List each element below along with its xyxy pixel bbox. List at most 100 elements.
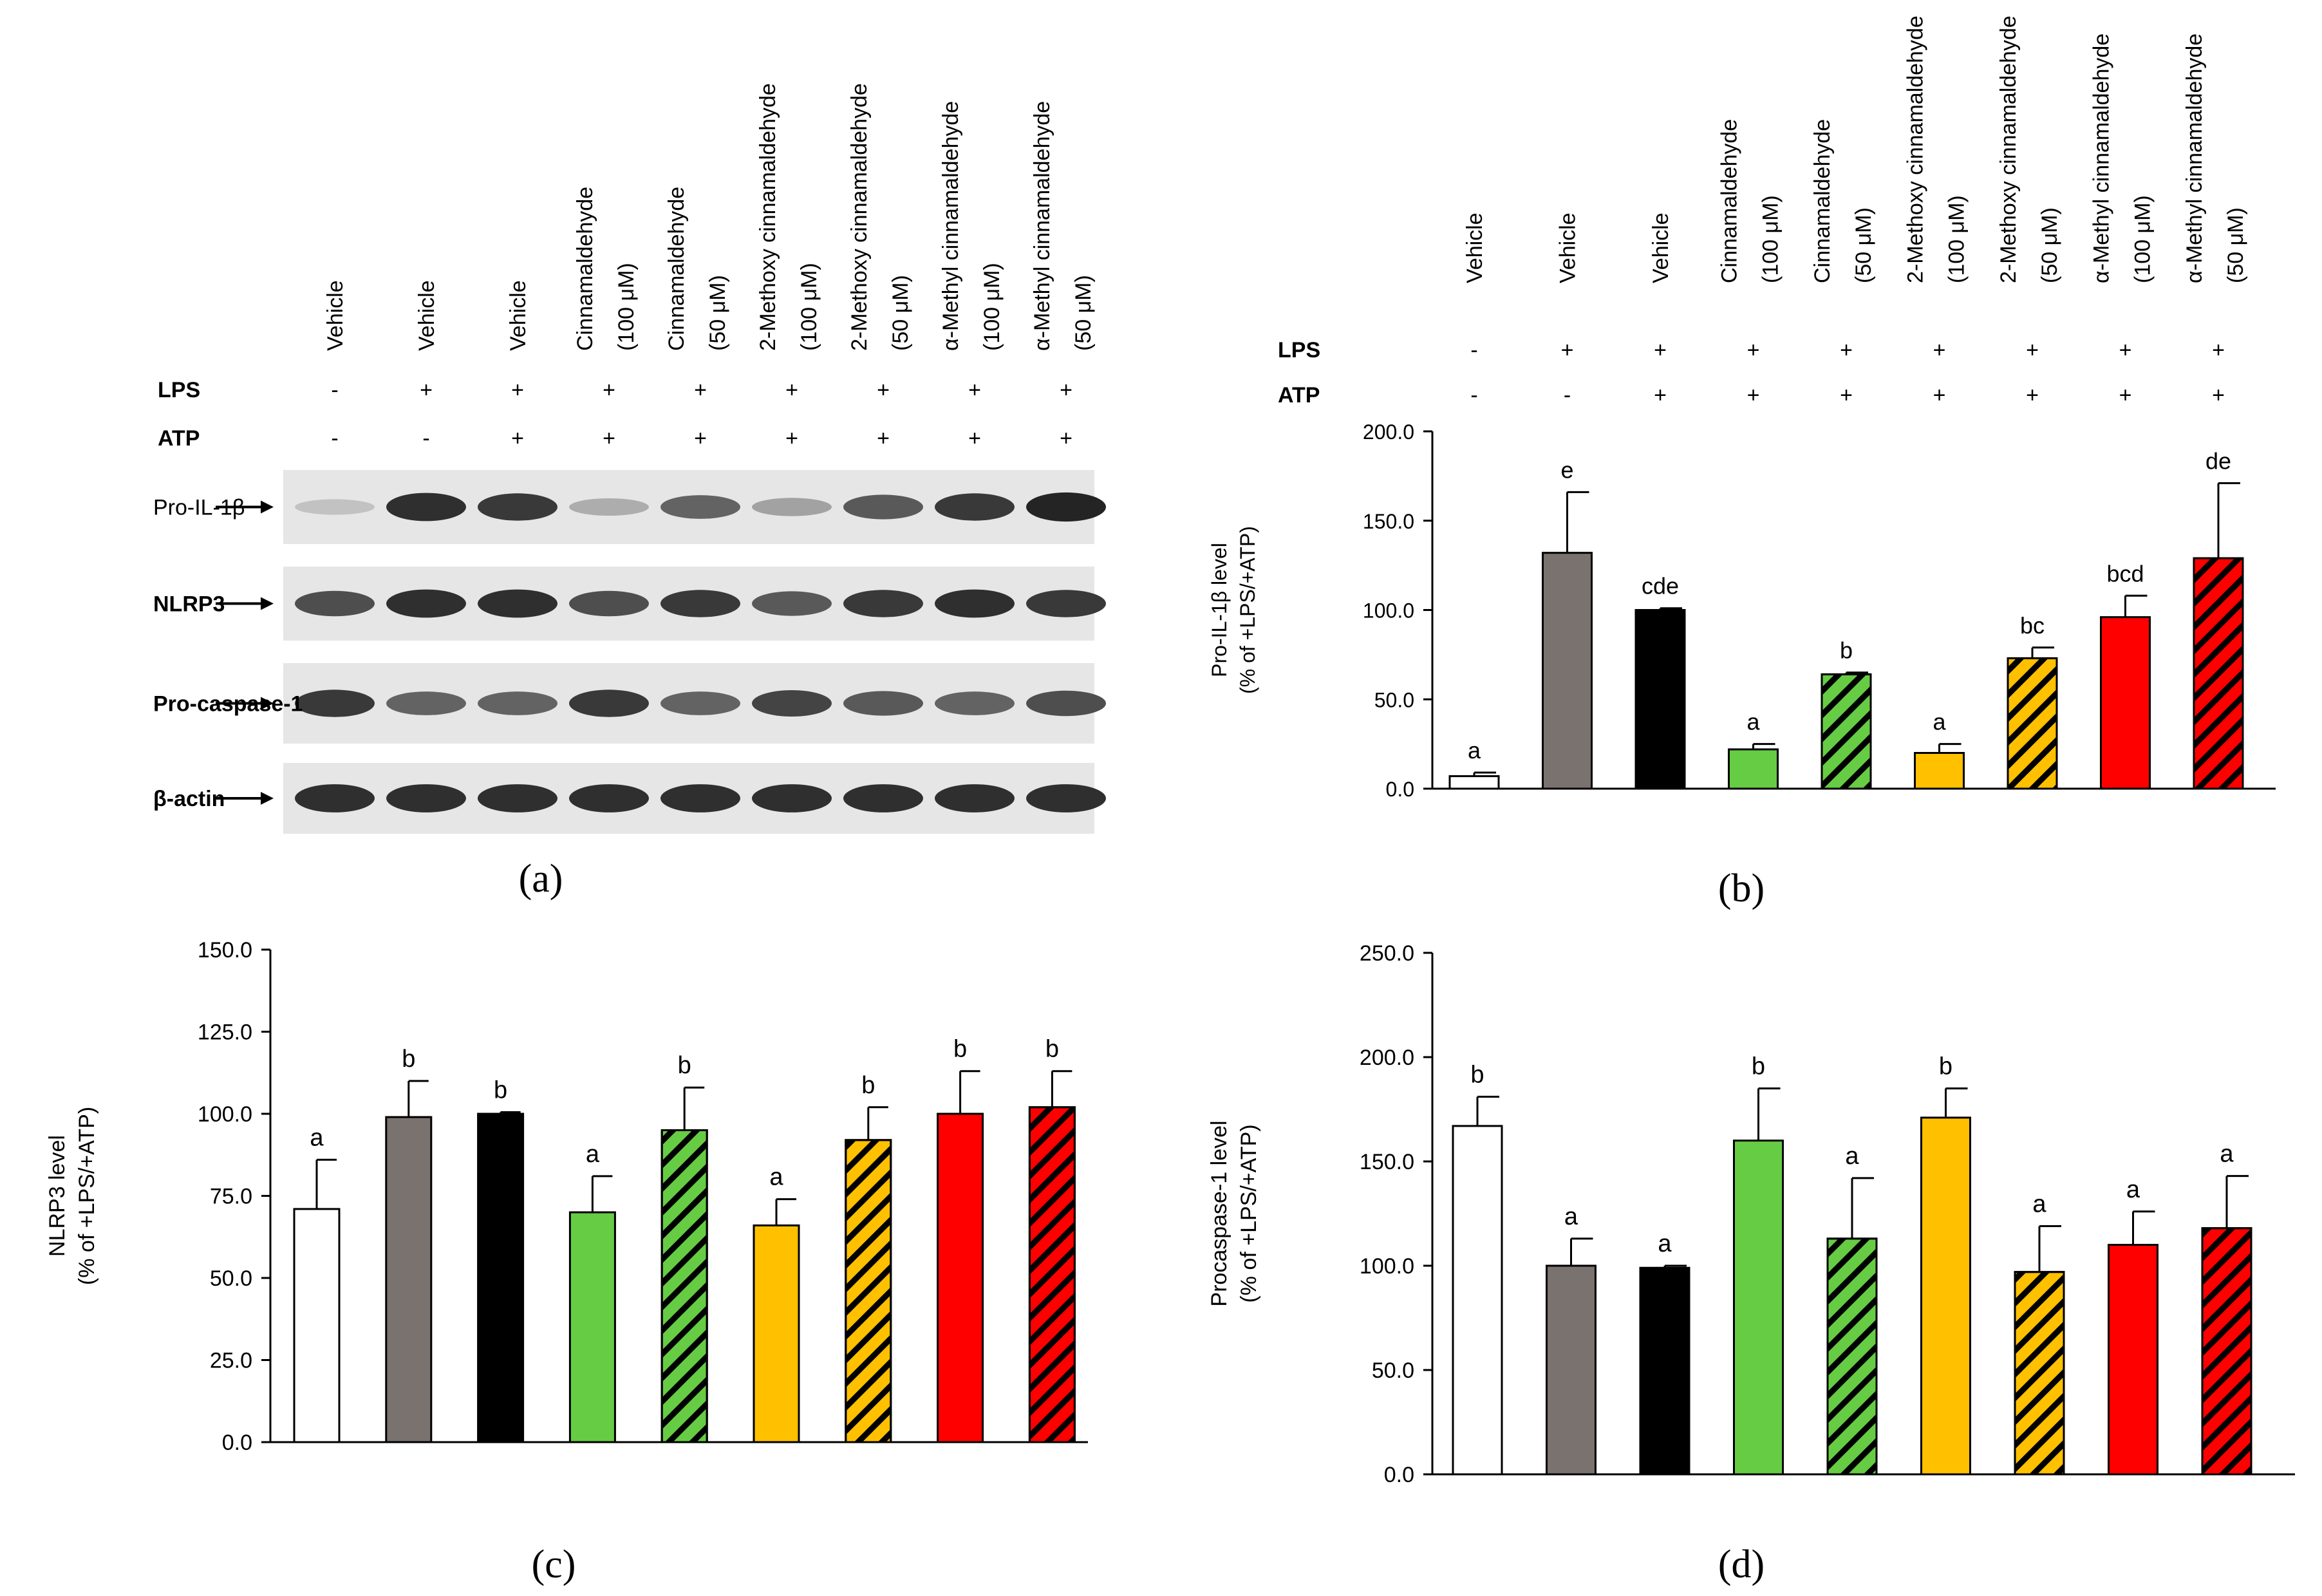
bar	[2108, 1244, 2158, 1476]
bar	[477, 1113, 525, 1443]
y-tick-label: 50.0	[1374, 688, 1414, 711]
treatment-sign: +	[603, 426, 615, 451]
blot-band	[1026, 784, 1106, 812]
treatment-sign: +	[2212, 338, 2225, 362]
lane-label: Vehicle	[506, 280, 530, 351]
lane-name: Cinnamaldehyde	[664, 187, 689, 351]
bar	[1728, 748, 1779, 790]
lane-label: 2-Methoxy cinnamaldehyde (50 μM)	[847, 83, 913, 351]
blot-row-label: β-actin	[153, 787, 225, 811]
significance-letter: b	[1470, 1062, 1484, 1089]
significance-letter: b	[1045, 1036, 1059, 1063]
y-axis-title: NLRP3 level (% of +LPS/+ATP)	[45, 1107, 99, 1285]
lane-label: Vehicle	[323, 280, 348, 351]
treatment-sign: -	[1470, 338, 1477, 362]
y-tick-label: 250.0	[1360, 941, 1414, 966]
treatment-sign: +	[1561, 338, 1574, 362]
treatment-sign: +	[1060, 378, 1072, 402]
treatment-label-lps: LPS	[1278, 338, 1320, 362]
y-tick-label: 0.0	[222, 1431, 252, 1455]
treatment-sign: +	[2119, 383, 2132, 408]
lane-name: α-Methyl cinnamaldehyde	[1030, 101, 1054, 351]
treatment-sign: +	[1654, 338, 1667, 362]
bar-hatch	[2007, 657, 2058, 790]
lane-name: α-Methyl cinnamaldehyde	[2090, 33, 2114, 283]
lane-label: Vehicle	[1555, 212, 1580, 283]
lane-label: Vehicle	[1649, 212, 1673, 283]
lane-name: α-Methyl cinnamaldehyde	[2182, 33, 2207, 283]
lane-label: Cinnamaldehyde (50 μM)	[1810, 119, 1876, 283]
y-tick-label: 100.0	[1363, 599, 1414, 623]
treatment-sign: +	[1933, 338, 1946, 362]
significance-letter: a	[769, 1164, 783, 1191]
lane-label: 2-Methoxy cinnamaldehyde (100 μM)	[756, 83, 821, 351]
treatment-sign: +	[1840, 383, 1853, 408]
lane-dose: (100 μM)	[614, 263, 639, 351]
y-tick-label: 25.0	[210, 1349, 252, 1373]
significance-letter: bcd	[2106, 560, 2144, 587]
significance-letter: a	[1564, 1203, 1578, 1230]
significance-letter: a	[2126, 1176, 2140, 1203]
blot-band	[478, 589, 557, 618]
blot-band	[660, 784, 740, 812]
blot-row-label: NLRP3	[153, 592, 225, 617]
significance-letter: b	[1840, 637, 1853, 664]
bar	[1920, 1116, 1971, 1476]
blot-band	[295, 590, 375, 617]
lane-name: Vehicle	[506, 280, 530, 351]
lane-name: 2-Methoxy cinnamaldehyde	[756, 83, 780, 351]
treatment-sign: +	[785, 426, 798, 451]
y-tick-label: 50.0	[210, 1266, 252, 1291]
treatment-sign: +	[785, 378, 798, 402]
bar-hatch	[2193, 557, 2244, 790]
y-axis-label-unit: (% of +LPS/+ATP)	[75, 1107, 99, 1285]
lane-name: Cinnamaldehyde	[1718, 119, 1742, 283]
panel-d-procaspase1-chart: 0.0 50.0 100.0 150.0 200.0 250.0 Procaspase-1 …	[1207, 941, 2295, 1586]
lane-label: Vehicle	[415, 280, 439, 351]
blot-band	[935, 589, 1015, 618]
y-tick-label: 200.0	[1363, 420, 1414, 444]
lane-dose: (50 μM)	[1851, 207, 1876, 283]
treatment-sign: +	[2026, 383, 2039, 408]
significance-letter: b	[861, 1072, 875, 1099]
y-tick-label: 50.0	[1372, 1358, 1414, 1383]
panel-b-pro-il1b-chart: Vehicle Vehicle Vehicle Cinnamaldehyde (100 …	[1208, 15, 2276, 910]
significance-letter: a	[2032, 1190, 2046, 1217]
y-axis-label-unit: (% of +LPS/+ATP)	[1237, 1124, 1261, 1302]
treatment-sign: -	[331, 426, 338, 451]
y-tick-label: 100.0	[1360, 1254, 1414, 1279]
significance-letter: a	[310, 1124, 324, 1151]
bar-hatch	[660, 1129, 708, 1443]
lane-label: Cinnamaldehyde (50 μM)	[664, 187, 730, 351]
blot-band	[752, 690, 832, 717]
treatment-label-atp: ATP	[1278, 383, 1320, 408]
blot-band	[478, 784, 557, 812]
bar	[1448, 775, 1500, 790]
lane-label: 2-Methoxy cinnamaldehyde (100 μM)	[1904, 15, 1969, 283]
bar	[2100, 616, 2151, 790]
bar	[1639, 1266, 1690, 1476]
blot-band	[295, 690, 375, 717]
bar-hatch	[1821, 673, 1872, 790]
lane-dose: (100 μM)	[797, 263, 821, 351]
treatment-sign: +	[511, 426, 524, 451]
blot-band	[843, 590, 923, 617]
y-tick-label: 0.0	[1384, 1463, 1414, 1487]
treatment-sign: +	[1933, 383, 1946, 408]
blot-band	[386, 784, 466, 812]
blot-band	[1026, 690, 1106, 717]
y-tick-label: 150.0	[1360, 1150, 1414, 1174]
lane-name: Vehicle	[1649, 212, 1673, 283]
lane-dose: (100 μM)	[980, 263, 1004, 351]
blot-band	[386, 493, 466, 521]
bar	[1546, 1264, 1596, 1476]
significance-letter: b	[1752, 1053, 1765, 1080]
significance-letter: a	[586, 1141, 600, 1168]
lane-name: Vehicle	[415, 280, 439, 351]
lane-dose: (50 μM)	[2224, 207, 2248, 283]
panel-a-western-blot: Vehicle Vehicle Vehicle Cinnamaldehyde (100 …	[153, 83, 1106, 901]
lane-label: Cinnamaldehyde (100 μM)	[573, 187, 639, 351]
lane-name: Cinnamaldehyde	[1810, 119, 1835, 283]
treatment-sign: +	[420, 378, 433, 402]
treatment-sign: +	[694, 378, 707, 402]
